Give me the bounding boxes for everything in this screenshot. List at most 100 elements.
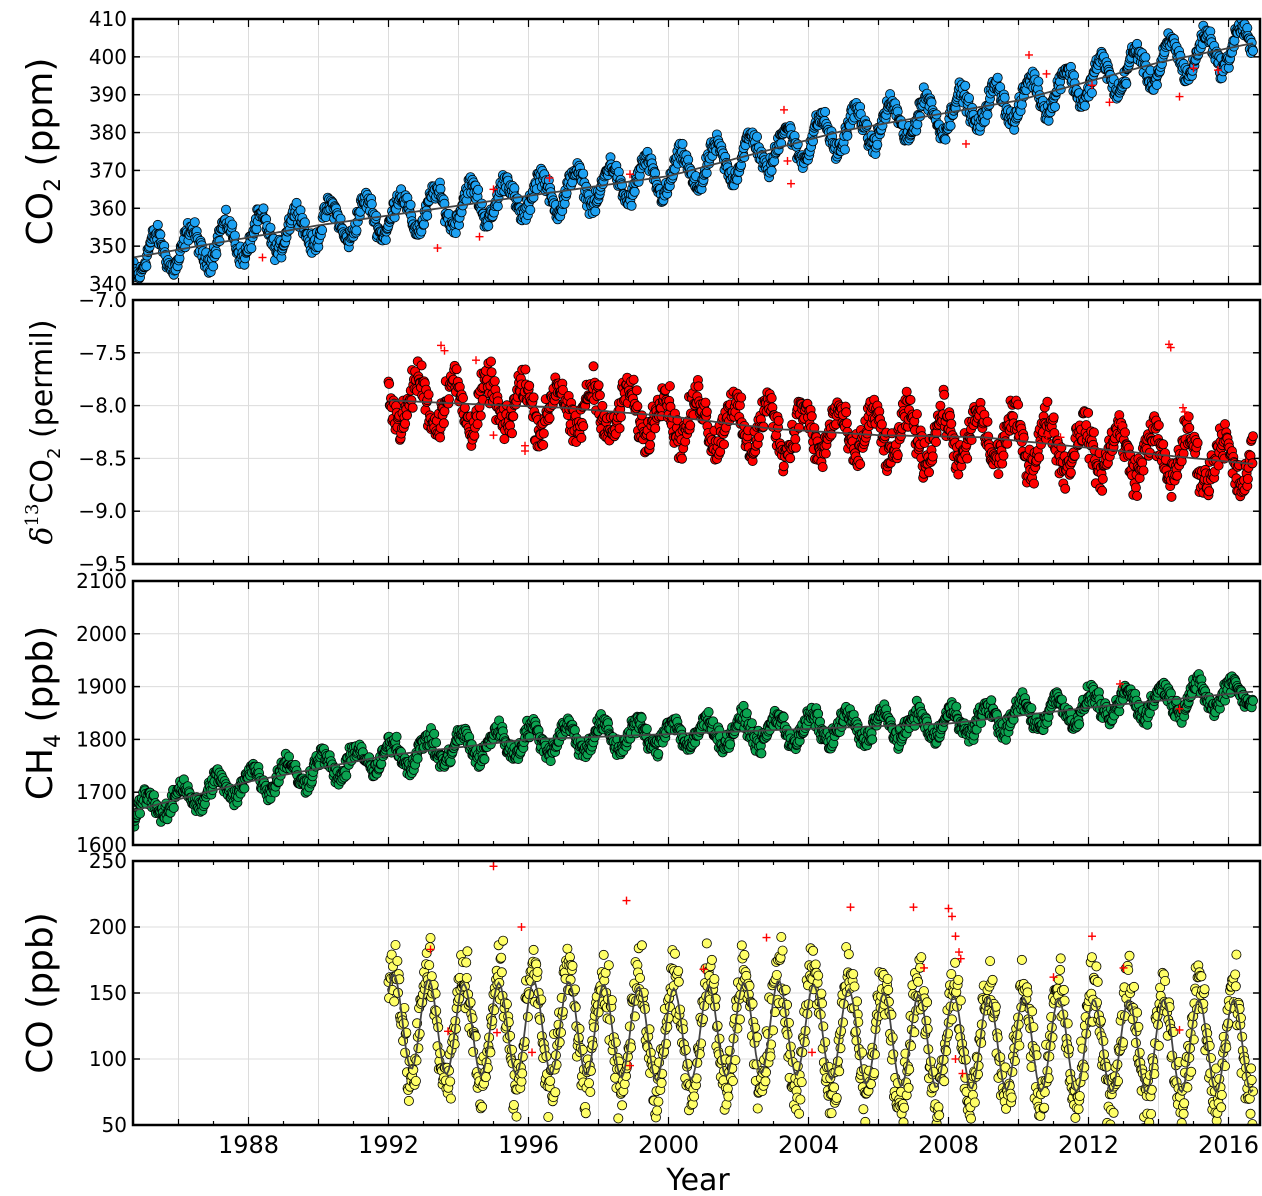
- outlier-marker: [1189, 64, 1198, 73]
- outlier-marker: [962, 139, 970, 148]
- data-point: [211, 249, 222, 260]
- data-point: [508, 411, 519, 422]
- y-tick-label: 380: [89, 121, 127, 145]
- data-point: [927, 451, 938, 462]
- y-tick-label: −7.0: [78, 288, 127, 312]
- plot-area-d13c: [133, 300, 1260, 564]
- data-point: [1048, 412, 1059, 423]
- data-point: [401, 410, 412, 421]
- data-point: [664, 381, 675, 392]
- data-point: [615, 411, 626, 422]
- data-point: [1029, 478, 1040, 489]
- data-point: [790, 434, 801, 445]
- data-point: [998, 450, 1009, 461]
- outlier-marker: [787, 179, 795, 188]
- y-axis-label-co2: CO2 (ppm): [20, 58, 66, 246]
- data-point: [665, 401, 676, 412]
- data-point: [479, 754, 490, 765]
- data-point: [867, 734, 878, 745]
- y-tick-label: 350: [89, 234, 127, 258]
- data-point: [483, 220, 494, 231]
- data-point: [499, 434, 510, 445]
- data-point: [841, 407, 852, 418]
- data-point: [544, 413, 555, 424]
- outlier-marker: [545, 174, 554, 182]
- data-point: [1151, 79, 1162, 90]
- data-point: [628, 374, 639, 385]
- data-point: [400, 418, 411, 429]
- data-point: [317, 225, 328, 236]
- data-point: [754, 432, 765, 443]
- y-tick-label: −8.5: [78, 446, 127, 470]
- data-point: [653, 748, 664, 759]
- data-point: [366, 199, 377, 210]
- data-point: [1026, 703, 1037, 714]
- data-point: [557, 384, 568, 395]
- data-point: [614, 423, 625, 434]
- data-point: [1184, 422, 1195, 433]
- data-point: [911, 409, 922, 420]
- data-point: [416, 360, 427, 371]
- data-point: [246, 243, 257, 254]
- data-point: [940, 134, 951, 145]
- data-point: [1016, 99, 1027, 110]
- data-point: [703, 707, 714, 718]
- outlier-marker: [1025, 50, 1033, 59]
- data-point: [1079, 100, 1090, 111]
- outlier-marker: [489, 431, 498, 440]
- data-point: [1166, 491, 1177, 502]
- data-point: [960, 80, 971, 91]
- data-point: [1060, 483, 1071, 494]
- data-layer-d13c: [383, 340, 1259, 502]
- data-point: [351, 225, 362, 236]
- data-point: [457, 392, 468, 403]
- y-tick-label: 2000: [76, 622, 127, 646]
- data-point: [945, 120, 956, 131]
- outlier-marker: [1179, 403, 1187, 412]
- data-point: [545, 756, 556, 767]
- data-point: [631, 385, 642, 396]
- plot-frame-co2: [131, 17, 1262, 286]
- data-point: [239, 783, 250, 794]
- data-point: [1120, 427, 1131, 438]
- data-point: [778, 461, 789, 472]
- fit-line-co2: [133, 42, 1254, 259]
- data-point: [258, 203, 269, 214]
- plot-area-ch4: [133, 581, 1260, 845]
- data-point: [412, 753, 423, 764]
- data-point: [509, 183, 520, 194]
- data-point: [645, 431, 656, 442]
- data-point: [636, 712, 647, 723]
- data-point: [141, 261, 152, 272]
- data-point: [1248, 431, 1259, 442]
- outlier-marker: [783, 156, 792, 165]
- y-tick-label: 370: [89, 158, 127, 182]
- data-point: [299, 217, 310, 228]
- data-point: [741, 708, 752, 719]
- data-point: [946, 418, 957, 429]
- data-point: [1132, 490, 1143, 501]
- data-point: [1204, 486, 1215, 497]
- data-point: [962, 453, 973, 464]
- data-point: [905, 394, 916, 405]
- data-point: [520, 364, 531, 375]
- data-point: [1192, 437, 1203, 448]
- data-layer-ch4: [133, 669, 1259, 832]
- data-point: [594, 390, 605, 401]
- data-point: [538, 428, 549, 439]
- data-point: [1013, 399, 1024, 410]
- outlier-marker: [1175, 92, 1184, 101]
- data-point: [842, 130, 853, 141]
- y-tick-label: 1700: [76, 780, 127, 804]
- data-point: [872, 139, 883, 150]
- data-point: [1097, 485, 1108, 496]
- data-point: [701, 406, 712, 417]
- outlier-marker: [780, 105, 788, 114]
- data-point: [569, 725, 580, 736]
- data-point: [578, 421, 589, 432]
- data-point: [1242, 473, 1253, 484]
